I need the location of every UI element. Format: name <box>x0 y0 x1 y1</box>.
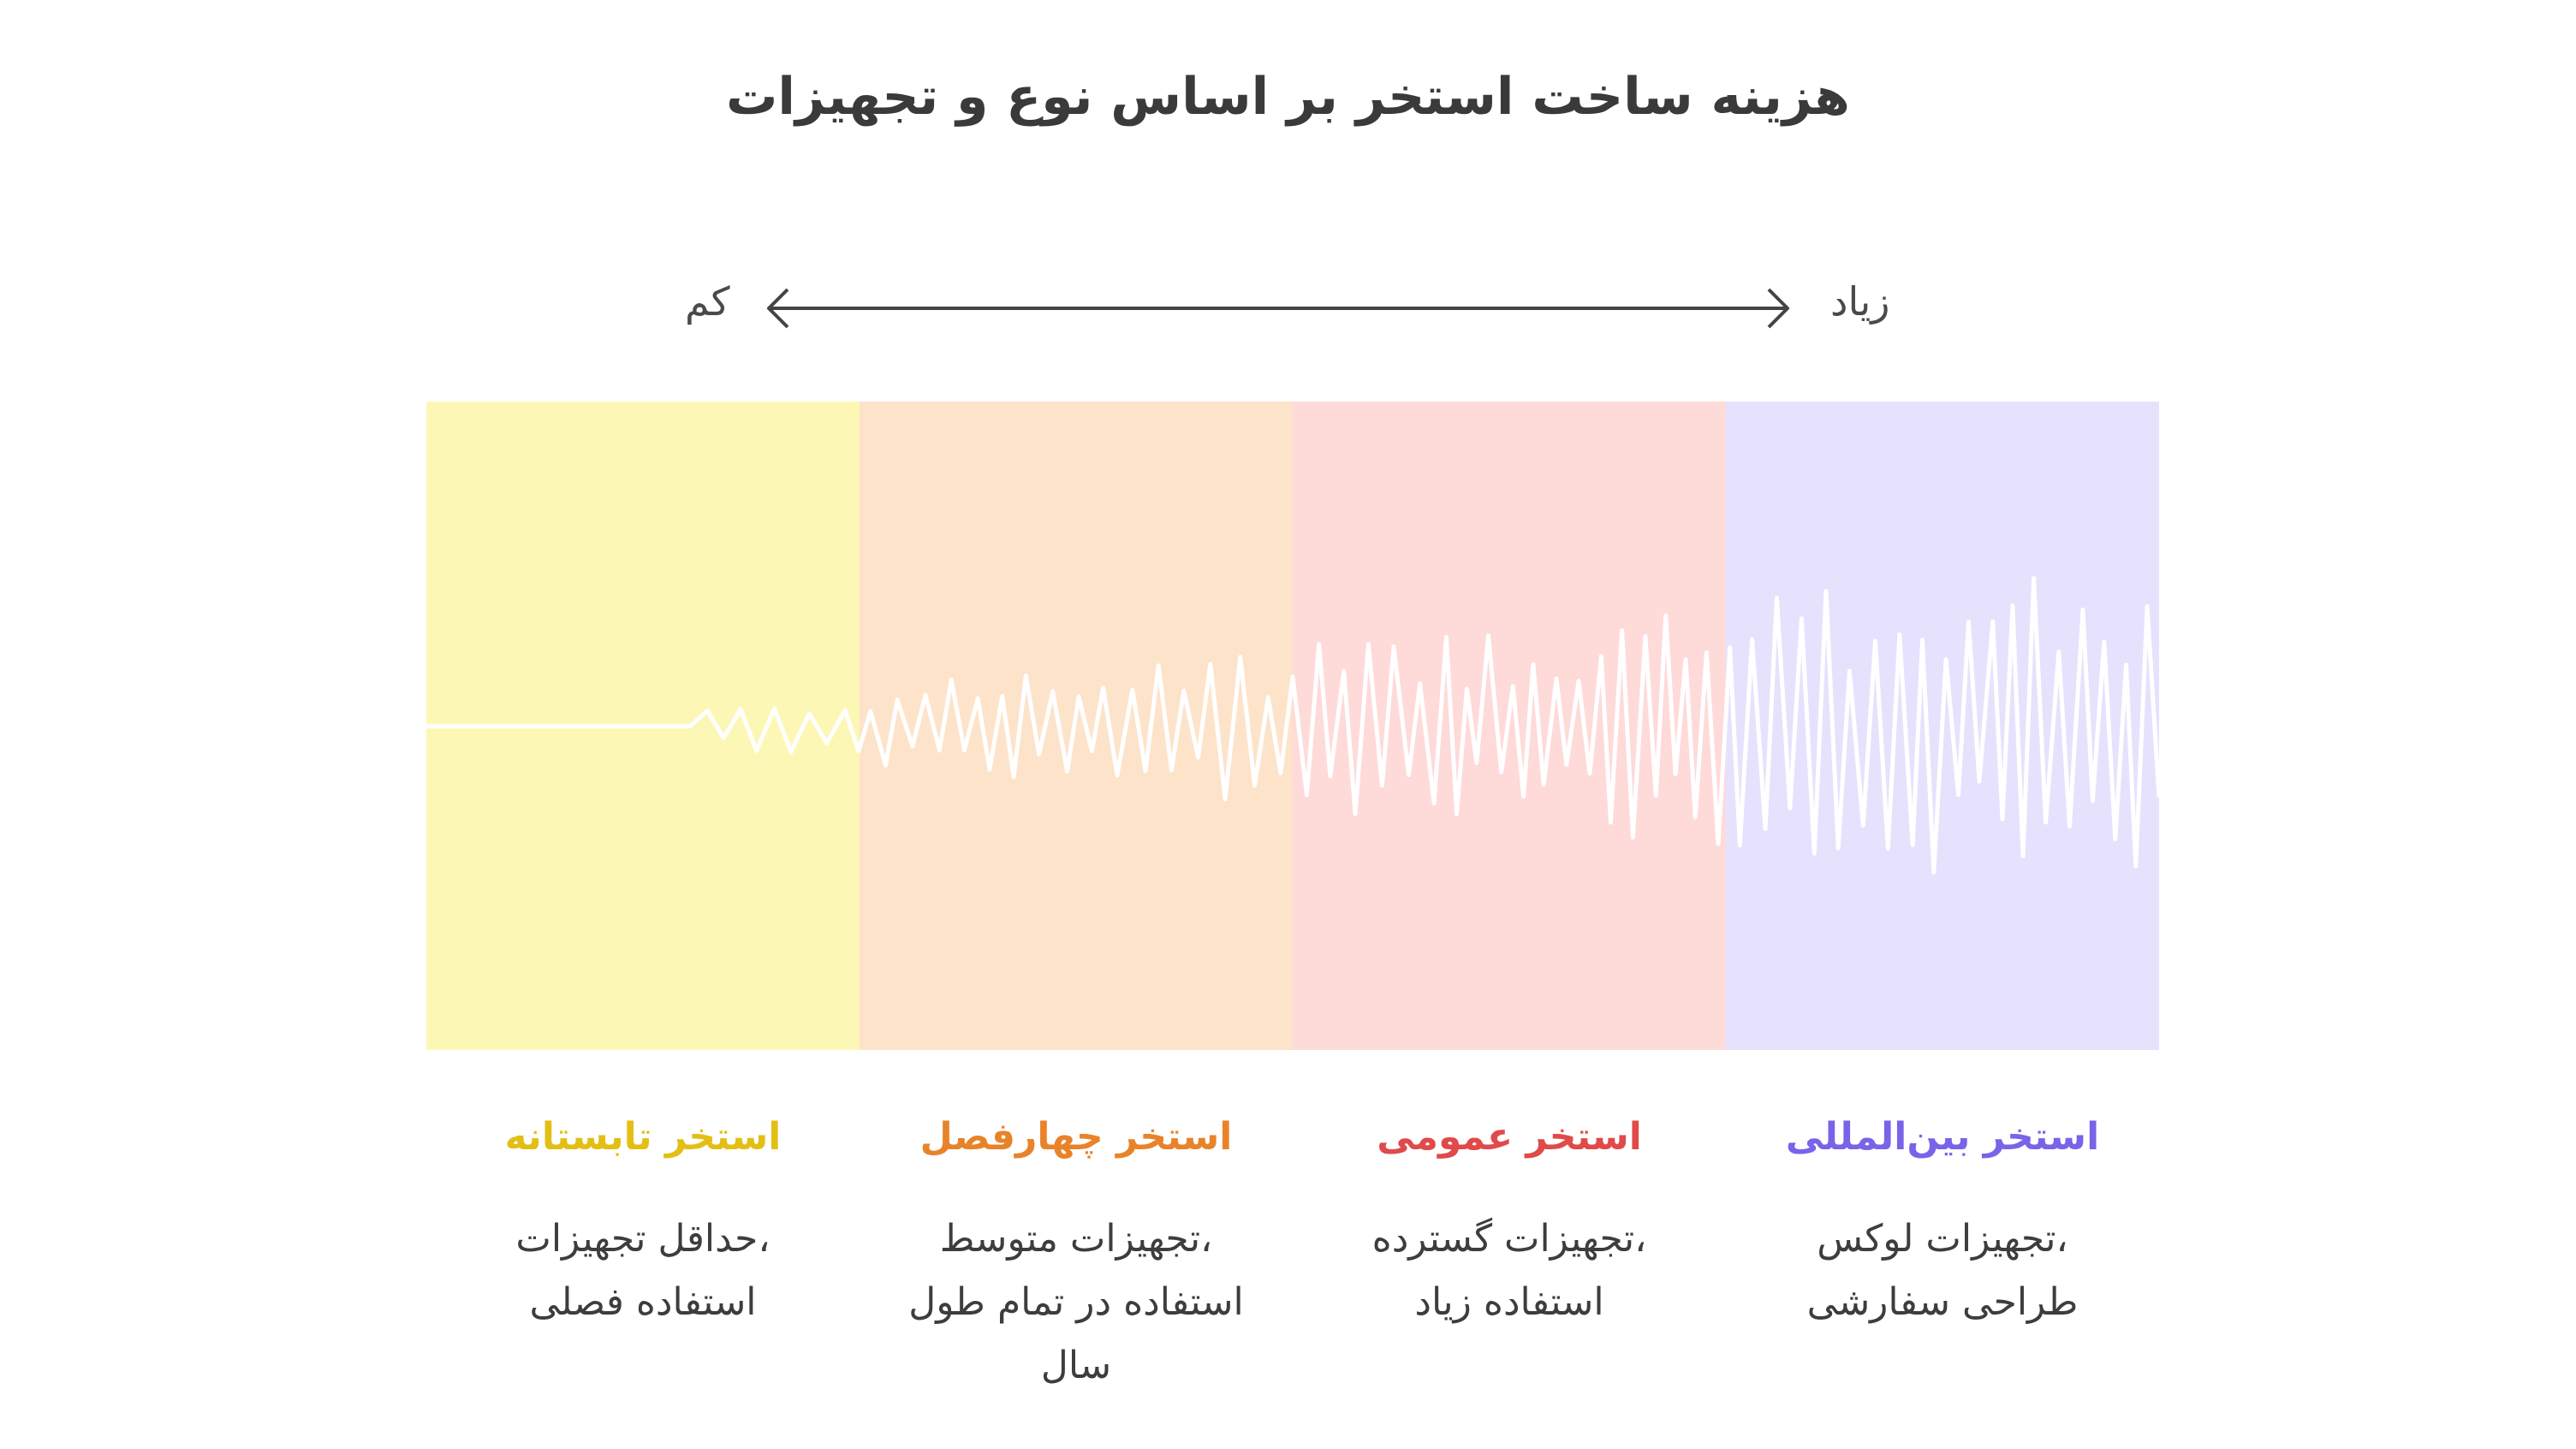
desc-line: ،حداقل تجهیزات <box>515 1217 770 1261</box>
category-title-international: استخر بین‌المللی <box>1785 1115 2100 1159</box>
page-title: هزینه ساخت استخر بر اساس نوع و تجهیزات <box>726 67 1850 127</box>
desc-line: ،تجهیزات لوکس <box>1817 1217 2068 1261</box>
desc-line: استفاده در تمام طول <box>908 1280 1244 1324</box>
desc-line: استفاده زیاد <box>1414 1280 1604 1324</box>
desc-line: ،تجهیزات گسترده <box>1371 1217 1647 1261</box>
desc-line: استفاده فصلی <box>529 1280 757 1324</box>
scale-high-label: زیاد <box>1830 278 1890 325</box>
desc-line: ،تجهیزات متوسط <box>939 1217 1213 1261</box>
double-arrow-icon <box>767 288 1789 329</box>
category-desc-international: ،تجهیزات لوکس طراحی سفارشی <box>1726 1208 2159 1334</box>
category-desc-summer: ،حداقل تجهیزات استفاده فصلی <box>426 1208 860 1334</box>
scale-low-label: کم <box>685 278 730 325</box>
category-title-summer: استخر تابستانه <box>504 1115 782 1159</box>
category-title-four-season: استخر چهارفصل <box>919 1115 1233 1159</box>
category-desc-four-season: ،تجهیزات متوسط استفاده در تمام طول سال <box>860 1208 1293 1398</box>
category-title-public: استخر عمومی <box>1377 1115 1642 1159</box>
category-desc-public: ،تجهیزات گسترده استفاده زیاد <box>1293 1208 1726 1334</box>
desc-line: سال <box>1040 1344 1112 1387</box>
desc-line: طراحی سفارشی <box>1806 1280 2079 1324</box>
